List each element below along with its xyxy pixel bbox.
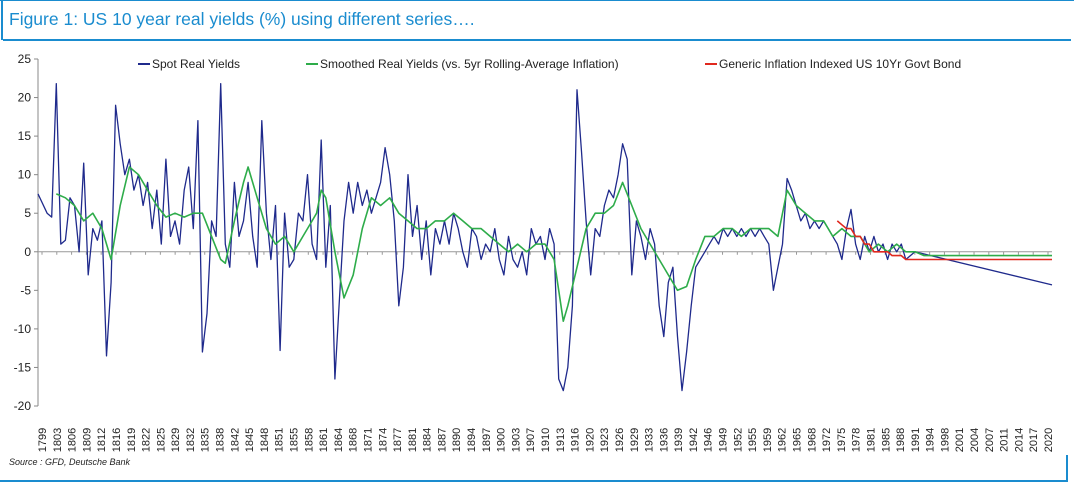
x-tick-label: 1965	[792, 428, 804, 452]
x-tick-label: 1985	[880, 428, 892, 452]
x-tick-label: 1942	[688, 428, 700, 452]
y-tick-label: 15	[18, 129, 32, 143]
x-tick-label: 1959	[762, 428, 774, 452]
x-tick-label: 1832	[185, 428, 197, 452]
x-tick-label: 1861	[318, 428, 330, 452]
x-tick-label: 1871	[362, 428, 374, 452]
x-tick-label: 1900	[496, 428, 508, 452]
x-tick-label: 1933	[644, 428, 656, 452]
x-tick-label: 1962	[777, 428, 789, 452]
x-tick-label: 1845	[244, 428, 256, 452]
x-tick-label: 1838	[215, 428, 227, 452]
x-tick-label: 1855	[289, 428, 301, 452]
y-tick-label: 5	[24, 206, 31, 220]
x-tick-label: 1952	[732, 428, 744, 452]
series-line-spot-real-yields	[37, 83, 1053, 392]
x-tick-label: 2014	[1013, 428, 1025, 452]
x-tick-label: 1874	[377, 428, 389, 452]
x-tick-label: 1994	[925, 428, 937, 452]
x-tick-label: 1806	[67, 428, 79, 452]
x-tick-label: 1894	[466, 428, 478, 452]
x-tick-label: 1955	[747, 428, 759, 452]
x-tick-label: 1829	[170, 428, 182, 452]
x-tick-label: 1835	[200, 428, 212, 452]
x-tick-label: 1809	[81, 428, 93, 452]
bottom-rule	[0, 480, 1068, 482]
x-tick-label: 2017	[1028, 428, 1040, 452]
x-tick-label: 1887	[436, 428, 448, 452]
x-tick-label: 1913	[555, 428, 567, 452]
x-tick-label: 1897	[481, 428, 493, 452]
x-tick-label: 1851	[274, 428, 286, 452]
x-tick-label: 1923	[599, 428, 611, 452]
source-note: Source : GFD, Deutsche Bank	[9, 457, 131, 467]
x-tick-label: 1968	[806, 428, 818, 452]
frame-top-border	[0, 0, 1074, 1]
x-tick-label: 1907	[525, 428, 537, 452]
x-tick-label: 1890	[451, 428, 463, 452]
x-tick-label: 1920	[584, 428, 596, 452]
y-tick-label: -15	[14, 360, 32, 374]
x-tick-label: 1978	[851, 428, 863, 452]
x-tick-label: 1929	[629, 428, 641, 452]
x-tick-label: 1988	[895, 428, 907, 452]
y-tick-label: 0	[24, 245, 31, 259]
legend-label: Generic Inflation Indexed US 10Yr Govt B…	[719, 57, 961, 71]
x-tick-label: 1884	[422, 428, 434, 452]
x-tick-label: 1825	[155, 428, 167, 452]
y-tick-label: -20	[14, 399, 32, 413]
y-tick-label: 20	[18, 91, 32, 105]
y-tick-label: 25	[18, 52, 32, 66]
series-line-inflation-indexed-bond	[836, 220, 1052, 261]
x-tick-label: 1972	[821, 428, 833, 452]
legend-label: Spot Real Yields	[152, 57, 240, 71]
x-tick-label: 1881	[407, 428, 419, 452]
x-tick-label: 2020	[1043, 428, 1055, 452]
x-tick-label: 1936	[658, 428, 670, 452]
x-tick-label: 2004	[969, 428, 981, 452]
x-tick-label: 1858	[303, 428, 315, 452]
x-tick-label: 1926	[614, 428, 626, 452]
x-tick-label: 1816	[111, 428, 123, 452]
x-tick-label: 2001	[954, 428, 966, 452]
frame-right-tick	[1066, 455, 1068, 482]
x-tick-label: 2007	[984, 428, 996, 452]
legend-label: Smoothed Real Yields (vs. 5yr Rolling-Av…	[320, 57, 619, 71]
x-tick-label: 1949	[718, 428, 730, 452]
x-tick-label: 1975	[836, 428, 848, 452]
x-tick-label: 1998	[939, 428, 951, 452]
x-tick-label: 1822	[141, 428, 153, 452]
frame-left-border	[1, 0, 3, 40]
x-tick-label: 1819	[126, 428, 138, 452]
figure-title: Figure 1: US 10 year real yields (%) usi…	[9, 9, 475, 29]
x-tick-label: 1848	[259, 428, 271, 452]
title-rule	[3, 39, 1071, 41]
x-tick-label: 1946	[703, 428, 715, 452]
x-tick-label: 1799	[37, 428, 49, 452]
x-tick-label: 1803	[52, 428, 64, 452]
x-tick-label: 1864	[333, 428, 345, 452]
x-tick-label: 1916	[570, 428, 582, 452]
x-tick-label: 1991	[910, 428, 922, 452]
y-tick-label: -10	[14, 322, 32, 336]
x-tick-label: 1981	[865, 428, 877, 452]
x-tick-label: 2011	[999, 428, 1011, 452]
series-line-smoothed-real-yields	[55, 166, 1052, 323]
y-tick-label: 10	[18, 168, 32, 182]
x-tick-label: 1910	[540, 428, 552, 452]
x-tick-label: 1868	[348, 428, 360, 452]
x-tick-label: 1812	[96, 428, 108, 452]
x-tick-label: 1877	[392, 428, 404, 452]
x-tick-label: 1903	[510, 428, 522, 452]
y-tick-label: -5	[20, 283, 31, 297]
x-tick-label: 1842	[229, 428, 241, 452]
x-tick-label: 1939	[673, 428, 685, 452]
